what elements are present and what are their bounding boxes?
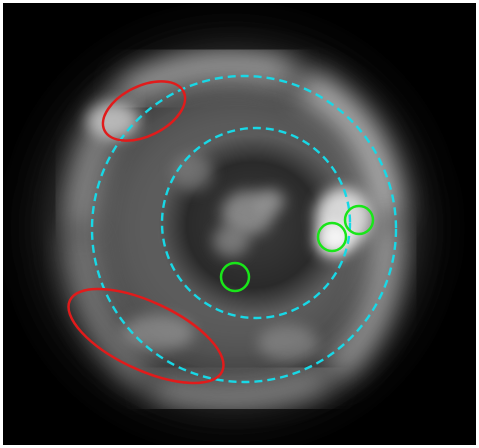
inner-dashed-ring <box>160 126 352 320</box>
red-ellipse-top-left <box>101 80 187 142</box>
microscopy-image <box>46 48 416 412</box>
outer-dashed-ring <box>90 74 398 384</box>
microscopy-image-panel <box>3 3 476 445</box>
green-circle-2 <box>316 221 348 253</box>
green-circle-1 <box>219 261 251 293</box>
green-circle-3 <box>343 204 375 236</box>
red-ellipse-bottom-left <box>67 287 225 385</box>
cell-glow <box>46 48 416 412</box>
